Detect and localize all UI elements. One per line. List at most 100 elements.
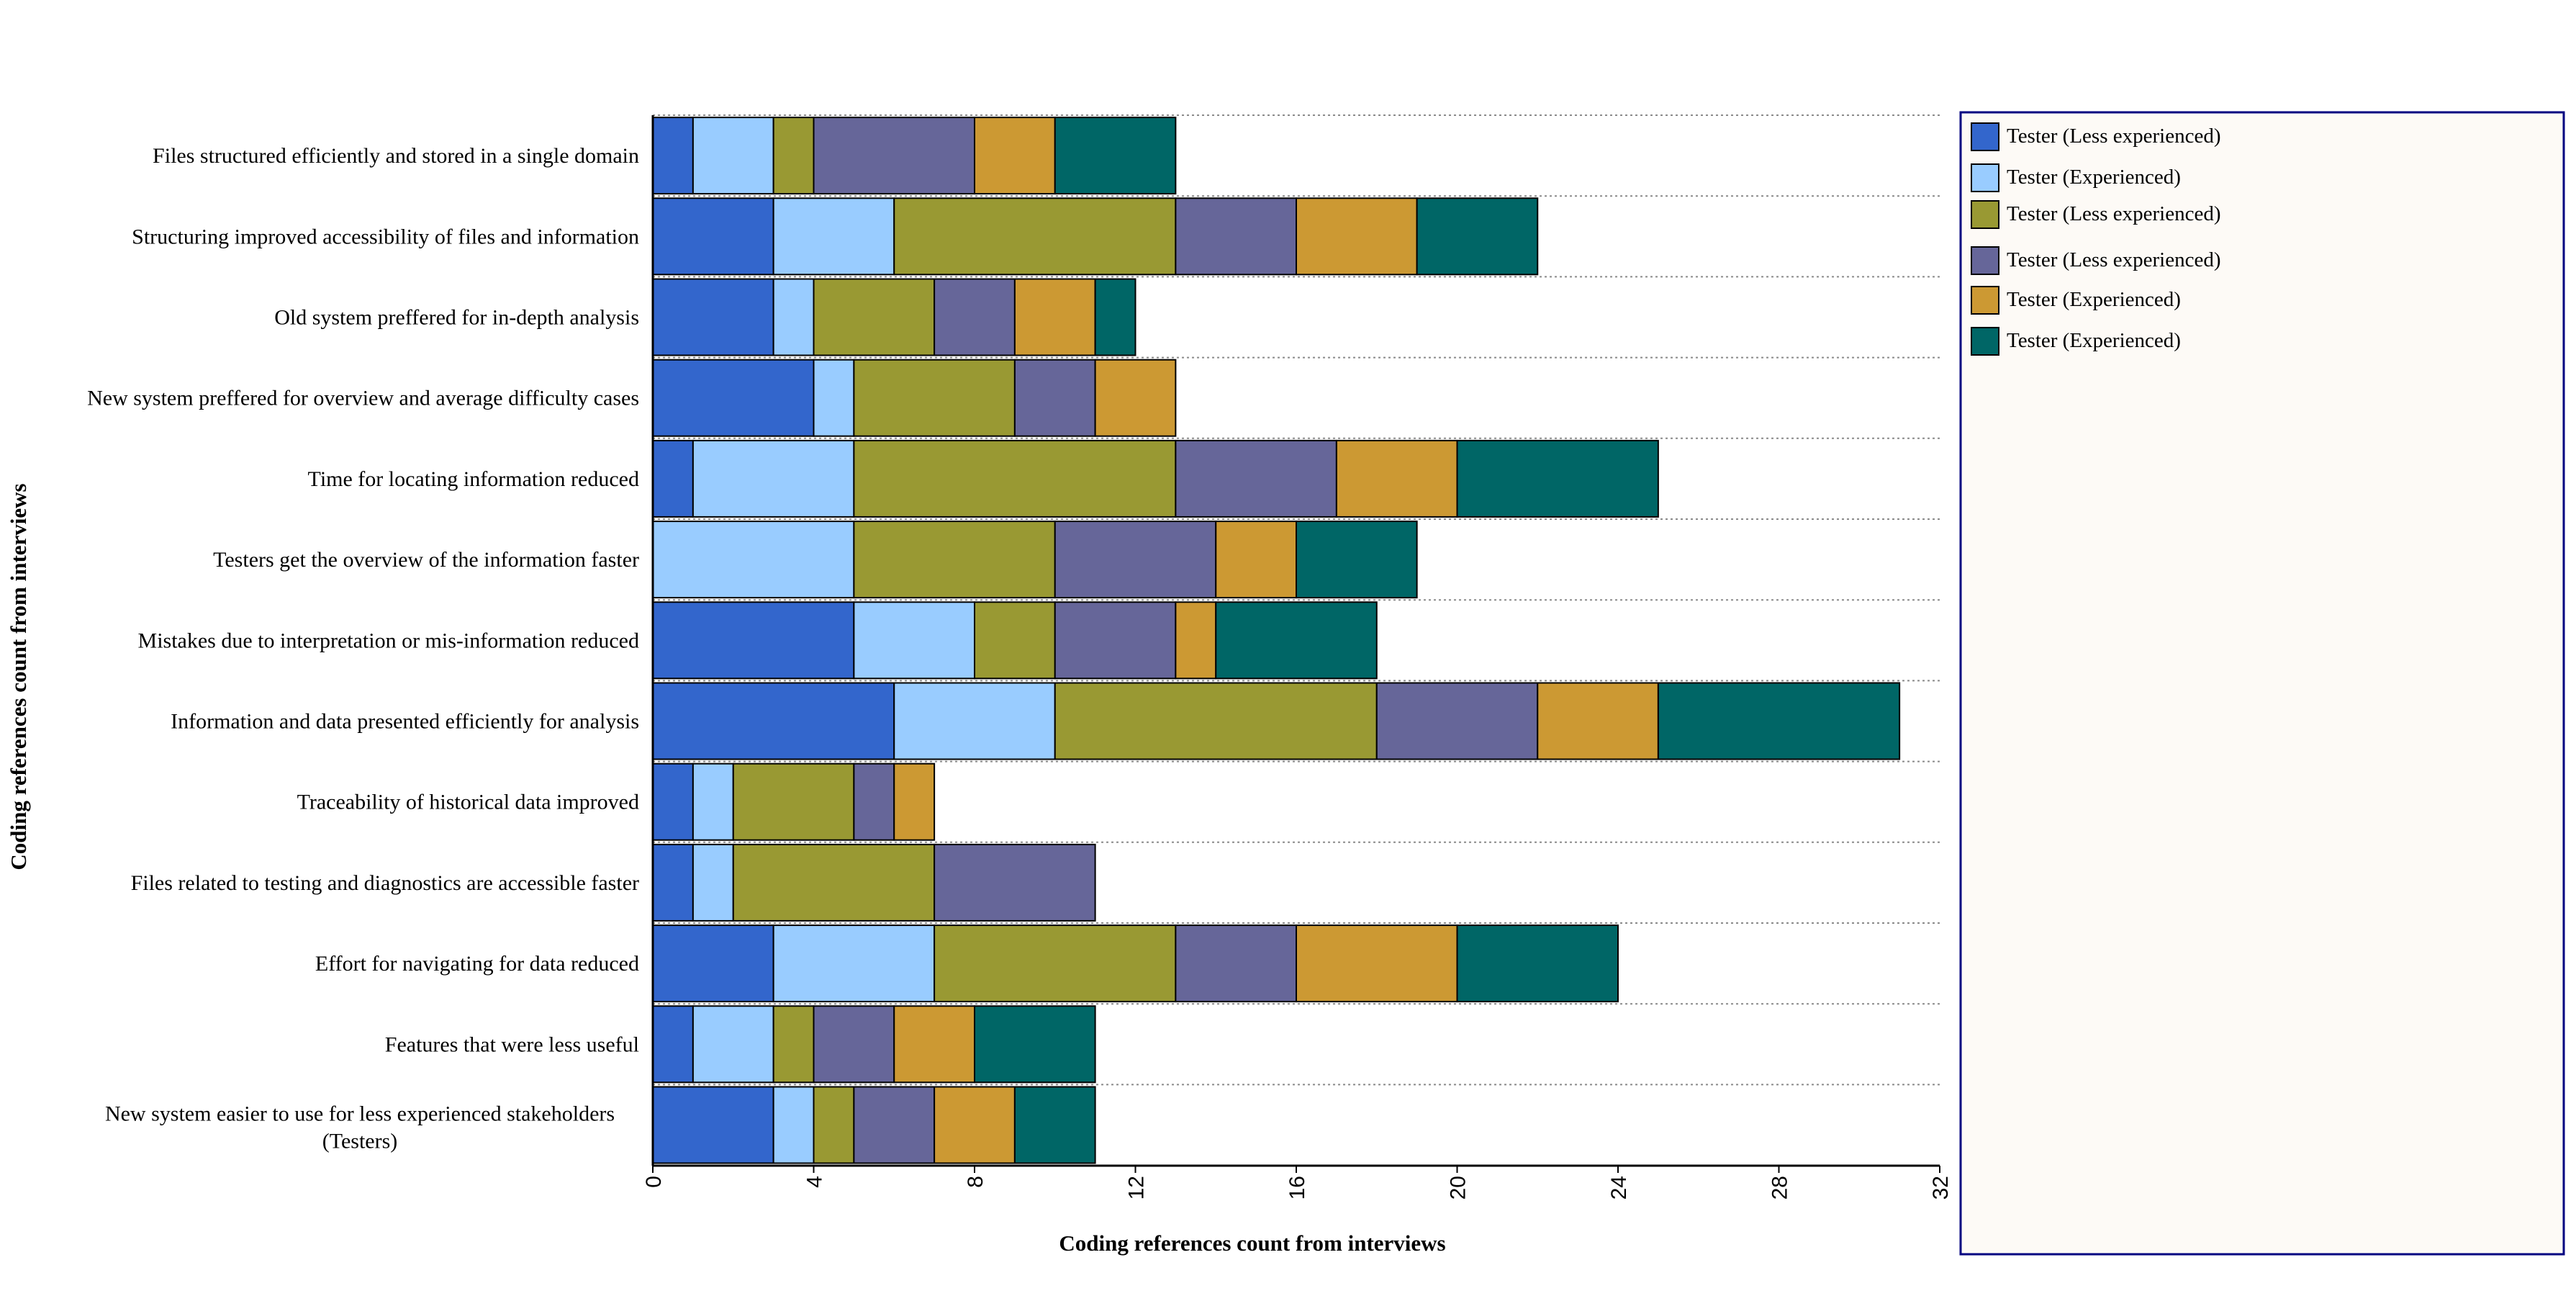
bar-segment — [1013, 1086, 1096, 1164]
bar-segment — [1296, 197, 1418, 276]
bar-segment — [652, 924, 774, 1003]
category-label: Old system preffered for in-depth analys… — [274, 306, 639, 330]
category-label: Traceability of historical data improved — [297, 791, 639, 814]
bar-segment — [813, 117, 975, 195]
bar-segment — [1416, 197, 1539, 276]
bar-segment — [1175, 197, 1297, 276]
bar-segment — [1456, 924, 1619, 1003]
bar-segment — [1054, 117, 1177, 195]
bar-segment — [853, 359, 1016, 437]
x-tick-label: 8 — [964, 1176, 988, 1188]
bar-segment — [652, 117, 694, 195]
x-tick-label: 20 — [1447, 1176, 1470, 1200]
bar-segment — [813, 1086, 855, 1164]
x-tick-label: 28 — [1768, 1176, 1792, 1200]
bar-segment — [893, 762, 936, 841]
bar-segment — [652, 762, 694, 841]
bar-segment — [652, 601, 855, 680]
legend-box — [1959, 111, 2565, 1256]
bar-segment — [853, 762, 895, 841]
bar-segment — [732, 843, 936, 922]
legend-swatch — [1971, 327, 1999, 356]
category-label: Testers get the overview of the informat… — [213, 548, 639, 572]
bar-segment — [652, 1086, 774, 1164]
legend-swatch — [1971, 286, 1999, 315]
legend-swatch — [1971, 122, 1999, 151]
bar-segment — [893, 197, 1177, 276]
bar-segment — [1175, 439, 1337, 518]
category-label: New system preffered for overview and av… — [87, 387, 639, 410]
legend-label: Tester (Less experienced) — [2007, 202, 2220, 225]
bar-segment — [853, 521, 1056, 599]
x-tick-label: 0 — [642, 1176, 666, 1188]
bar-segment — [1054, 521, 1217, 599]
category-label: Features that were less useful — [385, 1032, 639, 1056]
bar-segment — [772, 278, 815, 356]
bar-segment — [1657, 682, 1901, 760]
bar-segment — [1094, 278, 1136, 356]
bar-segment — [692, 117, 774, 195]
category-label: Structuring improved accessibility of fi… — [132, 225, 639, 248]
x-axis: 0 4 8 12 16 20 24 28 32 — [642, 115, 1953, 1200]
bar-segment — [772, 1005, 815, 1084]
bar-segment — [1094, 359, 1177, 437]
bar-segment — [652, 843, 694, 922]
bar-segment — [813, 1005, 895, 1084]
x-tick-label: 4 — [803, 1176, 827, 1188]
legend: Tester (Less experienced) Tester (Experie… — [1959, 111, 2565, 1256]
category-label: Time for locating information reduced — [308, 467, 639, 491]
category-label: Effort for navigating for data reduced — [315, 952, 639, 976]
x-tick-label: 12 — [1125, 1176, 1149, 1200]
bar-segment — [893, 1005, 975, 1084]
bar-segment — [652, 521, 855, 599]
bar-segment — [772, 924, 936, 1003]
bar-segment — [772, 197, 895, 276]
bar-segment — [1296, 521, 1418, 599]
legend-label: Tester (Less experienced) — [2007, 248, 2220, 271]
bar-segment — [1456, 439, 1659, 518]
bar-segment — [853, 439, 1177, 518]
bar-segment — [934, 843, 1096, 922]
bar-segment — [772, 1086, 815, 1164]
category-label: Information and data presented efficient… — [171, 710, 639, 734]
bar-segment — [652, 439, 694, 518]
bar-segment — [692, 843, 734, 922]
legend-label: Tester (Less experienced) — [2007, 125, 2220, 148]
bar-segment — [652, 682, 895, 760]
bar-segment — [1335, 439, 1458, 518]
bar-segment — [853, 601, 975, 680]
bar-segment — [1013, 359, 1096, 437]
bar-segment — [974, 1005, 1096, 1084]
bar-segment — [1537, 682, 1659, 760]
bar-segment — [652, 197, 774, 276]
bars — [652, 117, 1901, 1164]
bar-segment — [652, 1005, 694, 1084]
x-tick-label: 16 — [1285, 1176, 1309, 1200]
category-label: Mistakes due to interpretation or mis-in… — [138, 629, 639, 652]
bar-segment — [652, 359, 815, 437]
bar-segment — [1013, 278, 1096, 356]
bar-segment — [1175, 924, 1297, 1003]
bar-segment — [853, 1086, 936, 1164]
bar-segment — [934, 278, 1016, 356]
bar-segment — [1054, 682, 1378, 760]
category-labels: Files structured efficiently and stored … — [87, 144, 639, 1153]
legend-swatch — [1971, 246, 1999, 275]
bar-segment — [1375, 682, 1539, 760]
bar-segment — [1215, 521, 1297, 599]
x-tick-label: 32 — [1929, 1176, 1953, 1200]
bar-segment — [1175, 601, 1217, 680]
bar-segment — [1215, 601, 1378, 680]
bar-segment — [692, 439, 855, 518]
bar-segment — [893, 682, 1056, 760]
x-tick-label: 24 — [1607, 1176, 1631, 1200]
bar-segment — [974, 601, 1056, 680]
bar-segment — [813, 359, 855, 437]
bar-segment — [772, 117, 815, 195]
category-label: Files related to testing and diagnostics… — [131, 871, 639, 895]
bar-segment — [934, 924, 1177, 1003]
bar-segment — [692, 1005, 774, 1084]
bar-segment — [652, 278, 774, 356]
bar-segment — [934, 1086, 1016, 1164]
